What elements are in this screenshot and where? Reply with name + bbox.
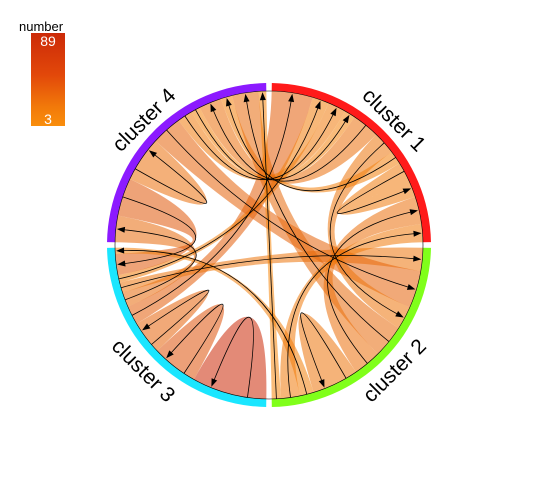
chord-link [280, 223, 423, 399]
chord-direction-line [245, 98, 390, 342]
chord-arrowhead [116, 247, 125, 254]
chord-direction-line [327, 211, 414, 364]
chord-direction-line [169, 303, 224, 374]
chord-link [136, 290, 209, 351]
chord-arrowhead [409, 209, 419, 216]
chord-link [157, 304, 225, 380]
chord-link [178, 102, 346, 181]
chord-link [232, 91, 399, 354]
chord-link [129, 140, 207, 205]
legend-min-label: 3 [44, 111, 52, 127]
chord-direction-line [287, 233, 417, 398]
legend-title: number [19, 19, 64, 34]
legend-color-bar [31, 33, 65, 126]
chord-direction-line [145, 289, 210, 345]
chord-link [115, 179, 197, 276]
chord-direction-line [166, 129, 411, 289]
chord-link [191, 107, 355, 180]
chord-arrowhead [330, 107, 337, 117]
chord-direction-line [121, 229, 197, 301]
chord-arrows [116, 92, 422, 399]
chord-arrowhead [166, 350, 174, 359]
chord-arrowhead [226, 97, 232, 107]
chord-direction-line [120, 255, 417, 289]
chord-arrowhead [142, 323, 151, 331]
chord-direction-line [300, 312, 347, 384]
chord-arrowhead [395, 311, 404, 318]
chord-direction-line [184, 112, 335, 180]
chord-link [155, 120, 421, 308]
chord-arrowhead [210, 103, 217, 113]
chord-direction-line [211, 108, 367, 182]
chord-direction-line [212, 316, 254, 398]
chord-direction-line [118, 105, 320, 280]
chord-arrowhead [402, 188, 412, 195]
chord-link [298, 313, 357, 393]
chord-direction-line [131, 98, 292, 316]
chord-links [115, 91, 423, 399]
chord-direction-line [134, 153, 208, 204]
chord-arrowhead [318, 379, 325, 388]
chord-link [258, 91, 282, 399]
chord-direction-line [121, 250, 308, 395]
inner-circle-outline [114, 90, 424, 400]
chord-arrowhead [342, 114, 350, 124]
chord-direction-line [262, 97, 277, 399]
chord-arrowhead [148, 150, 158, 158]
chord-arrowhead [314, 100, 321, 110]
chord-arrowhead [406, 284, 416, 290]
chord-direction-line [337, 170, 407, 214]
chord-arrowhead [243, 93, 250, 103]
chord-direction-line [329, 142, 400, 316]
chord-arrowhead [413, 230, 422, 237]
chord-link [323, 196, 422, 373]
chord-arrowhead [211, 378, 218, 387]
sector-ring [107, 83, 431, 407]
legend-max-label: 89 [40, 33, 56, 49]
chord-arrowhead [413, 255, 422, 262]
chord-direction-line [122, 196, 196, 265]
chord-arrowhead [117, 260, 126, 267]
chord-link [117, 97, 329, 283]
chord-direction-line [227, 102, 396, 192]
chord-arrowhead [116, 226, 126, 233]
chord-direction-line [195, 109, 348, 181]
chord-arrowhead [288, 93, 295, 103]
chord-link [199, 98, 377, 184]
chord-arrowhead [259, 92, 266, 101]
chord-link [115, 215, 197, 307]
